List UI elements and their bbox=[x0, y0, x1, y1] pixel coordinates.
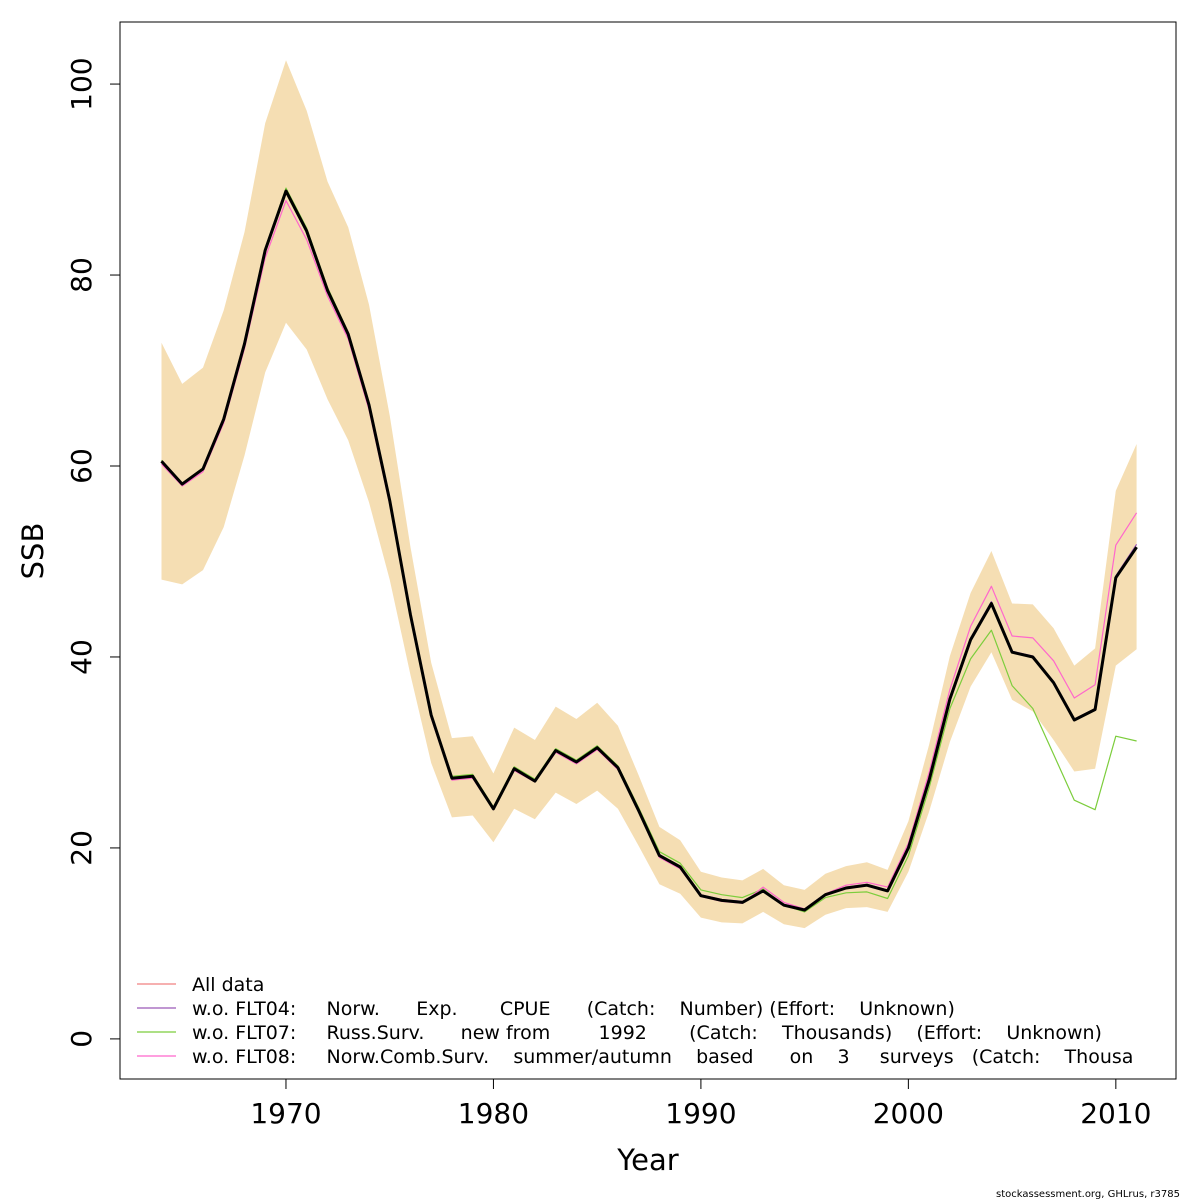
x-tick-label: 1990 bbox=[665, 1097, 736, 1130]
x-tick-label: 1970 bbox=[250, 1097, 321, 1130]
y-tick-label: 20 bbox=[65, 830, 98, 866]
confidence-band bbox=[161, 60, 1137, 929]
legend-label: w.o. FLT07: Russ.Surv. new from 1992 (Ca… bbox=[192, 1022, 1102, 1044]
series-lines bbox=[160, 187, 1138, 913]
y-tick-label: 100 bbox=[65, 57, 98, 110]
x-axis-title: Year bbox=[616, 1143, 678, 1177]
y-axis-title: SSB bbox=[16, 523, 50, 580]
series-line-4 bbox=[160, 189, 1138, 912]
legend-label: All data bbox=[192, 974, 264, 996]
x-axis: 1970 1980 1990 2000 2010 bbox=[250, 1078, 1151, 1130]
footer-credit: stockassessment.org, GHLrus, r3785 bbox=[996, 1189, 1180, 1200]
y-tick-label: 80 bbox=[65, 257, 98, 293]
x-tick-label: 2010 bbox=[1080, 1097, 1151, 1130]
legend-label: w.o. FLT04: Norw. Exp. CPUE (Catch: Numb… bbox=[192, 998, 955, 1020]
y-tick-label: 0 bbox=[65, 1030, 98, 1048]
legend-label: w.o. FLT08: Norw.Comb.Surv. summer/autum… bbox=[192, 1046, 1133, 1068]
x-tick-label: 2000 bbox=[873, 1097, 944, 1130]
y-tick-label: 60 bbox=[65, 448, 98, 484]
y-tick-label: 40 bbox=[65, 639, 98, 675]
y-axis: 0 20 40 60 80 100 bbox=[65, 57, 121, 1048]
x-tick-label: 1980 bbox=[458, 1097, 529, 1130]
confidence-band-area bbox=[161, 60, 1137, 929]
